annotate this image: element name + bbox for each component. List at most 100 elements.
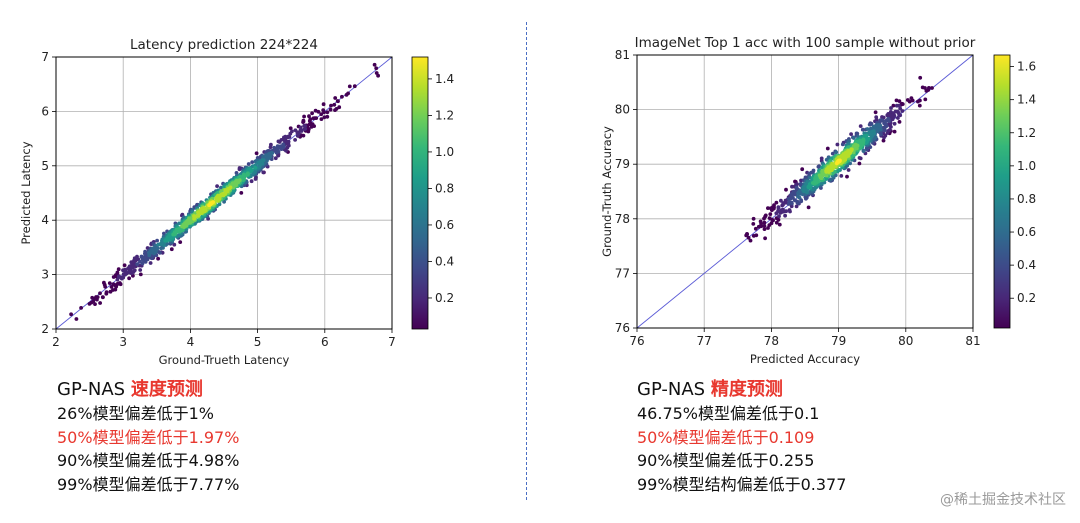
- scatter-point: [224, 190, 229, 194]
- scatter-point: [138, 272, 143, 277]
- chart-title: Latency prediction 224*224: [130, 37, 318, 53]
- scatter-point: [881, 115, 886, 120]
- scatter-point: [769, 221, 774, 226]
- scatter-point: [219, 185, 223, 190]
- colorbar-tick-label: 0.4: [1017, 258, 1036, 272]
- scatter-point: [319, 117, 324, 121]
- x-tick-label: 80: [898, 334, 913, 348]
- scatter-point: [776, 205, 781, 210]
- scatter-point: [796, 194, 800, 199]
- scatter-point: [135, 262, 140, 266]
- scatter-point: [759, 222, 763, 226]
- scatter-point: [835, 142, 840, 147]
- scatter-point: [347, 84, 352, 89]
- scatter-point: [302, 114, 306, 119]
- scatter-point: [783, 213, 787, 218]
- scatter-point: [155, 245, 159, 250]
- scatter-point: [781, 202, 785, 207]
- scatter-point: [328, 107, 333, 112]
- scatter-point: [751, 222, 756, 226]
- x-tick-label: 81: [965, 334, 980, 348]
- scatter-point: [781, 207, 785, 212]
- watermark: @稀土掘金技术社区: [940, 492, 1066, 508]
- scatter-point: [79, 306, 83, 310]
- colorbar-tick-label: 0.6: [1017, 225, 1036, 239]
- scatter-point: [352, 84, 357, 89]
- scatter-point: [891, 103, 896, 108]
- scatter-points: [69, 62, 380, 321]
- scatter-point: [789, 204, 794, 209]
- scatter-point: [281, 142, 286, 147]
- scatter-point: [792, 198, 797, 203]
- scatter-point: [789, 200, 794, 205]
- scatter-point: [923, 97, 928, 102]
- scatter-point: [748, 238, 753, 243]
- x-axis-label: Ground-Trueth Latency: [159, 353, 290, 367]
- scatter-point: [763, 236, 767, 241]
- scatter-point: [784, 200, 788, 205]
- scatter-point: [127, 276, 131, 281]
- scatter-point: [155, 238, 160, 243]
- x-axis-label: Predicted Accuracy: [750, 352, 860, 366]
- scatter-point: [302, 123, 307, 128]
- y-tick-label: 7: [41, 50, 49, 64]
- colorbar-tick-label: 1.6: [1017, 60, 1036, 74]
- scatter-point: [793, 192, 797, 197]
- scatter-point: [122, 263, 127, 268]
- scatter-point: [846, 168, 851, 172]
- scatter-point: [858, 124, 863, 128]
- scatter-point: [335, 99, 340, 103]
- chart-title: ImageNet Top 1 acc with 100 sample witho…: [635, 35, 976, 51]
- scatter-point: [896, 116, 900, 120]
- scatter-point: [892, 129, 897, 134]
- scatter-point: [138, 259, 142, 264]
- scatter-point: [745, 232, 749, 237]
- scatter-point: [834, 150, 839, 155]
- accuracy-caption-line: 46.75%模型偏差低于0.1: [637, 404, 820, 423]
- scatter-point: [209, 201, 214, 206]
- scatter-point: [806, 205, 811, 210]
- scatter-point: [177, 221, 182, 226]
- scatter-point: [250, 160, 255, 165]
- colorbar-tick-label: 1.2: [1017, 126, 1036, 140]
- scatter-point: [295, 131, 300, 135]
- x-tick-label: 76: [629, 334, 644, 348]
- scatter-point: [882, 121, 886, 126]
- scatter-point: [762, 224, 767, 228]
- scatter-point: [884, 118, 889, 123]
- latency-caption-line: 99%模型偏差低于7.77%: [57, 474, 240, 494]
- colorbar-tick-label: 1.4: [1017, 93, 1036, 107]
- colorbar-tick-label: 0.4: [435, 254, 454, 268]
- scatter-point: [333, 96, 338, 100]
- scatter-point: [288, 131, 293, 136]
- scatter-point: [261, 170, 266, 175]
- scatter-point: [215, 184, 220, 189]
- scatter-point: [249, 179, 254, 184]
- scatter-point: [93, 302, 97, 306]
- scatter-point: [774, 220, 779, 225]
- y-axis-label: Predicted Latency: [19, 141, 33, 244]
- scatter-point: [201, 208, 206, 213]
- scatter-point: [307, 114, 311, 119]
- scatter-point: [121, 275, 126, 280]
- scatter-point: [910, 98, 915, 103]
- x-tick-label: 77: [697, 334, 712, 348]
- y-tick-label: 79: [615, 157, 630, 171]
- scatter-point: [900, 109, 905, 113]
- colorbar-tick-label: 0.2: [435, 291, 454, 305]
- scatter-point: [811, 170, 815, 175]
- latency-caption-line: 26%模型偏差低于1%: [57, 404, 214, 423]
- y-tick-label: 3: [41, 268, 49, 282]
- scatter-point: [169, 247, 174, 252]
- x-tick-label: 3: [119, 335, 127, 349]
- scatter-point: [162, 231, 166, 236]
- x-tick-label: 78: [764, 334, 779, 348]
- scatter-point: [763, 213, 768, 218]
- scatter-point: [293, 138, 297, 142]
- scatter-point: [889, 106, 893, 110]
- colorbar-tick-label: 0.8: [1017, 192, 1036, 206]
- colorbar-tick-label: 0.2: [1017, 291, 1036, 305]
- x-tick-label: 7: [388, 335, 396, 349]
- accuracy-caption-line-highlight: 50%模型偏差低于0.109: [637, 427, 815, 447]
- scatter-point: [332, 102, 337, 107]
